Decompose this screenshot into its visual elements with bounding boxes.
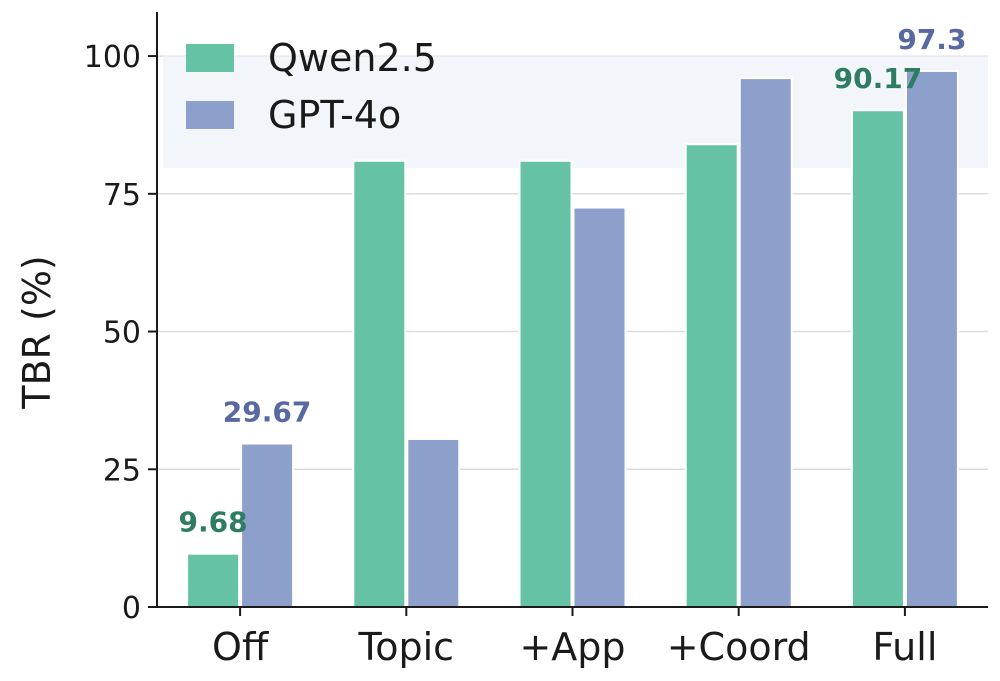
- legend-label-0: Qwen2.5: [268, 36, 437, 80]
- y-axis-title: TBR (%): [15, 255, 59, 410]
- bar-gpt-4o-topic: [406, 437, 461, 608]
- y-tick-label-1: 25: [103, 453, 141, 488]
- bar-qwen2-5--coord: [684, 143, 739, 608]
- legend-frame: [163, 55, 988, 168]
- bar-gpt-4o--app: [572, 206, 627, 608]
- bar-qwen2-5-full: [850, 109, 905, 608]
- y-tick-label-0: 0: [122, 591, 141, 626]
- x-tick-label-2: +App: [519, 625, 625, 669]
- data-label-0: 9.68: [179, 506, 248, 539]
- x-tick-label-3: +Coord: [667, 625, 811, 669]
- bar-qwen2-5--app: [518, 159, 573, 608]
- y-tick-label-4: 100: [84, 40, 141, 75]
- y-tick-label-2: 50: [103, 316, 141, 351]
- bar-gpt-4o-off: [240, 442, 295, 608]
- bar-gpt-4o--coord: [738, 77, 793, 609]
- x-tick-labels: Off Topic +App +Coord Full: [212, 607, 937, 669]
- legend-label-1: GPT-4o: [268, 93, 401, 137]
- legend: Qwen2.5 GPT-4o: [186, 36, 437, 137]
- bar-qwen2-5-topic: [352, 159, 407, 608]
- x-tick-label-1: Topic: [358, 625, 455, 669]
- data-label-3: 97.3: [897, 23, 966, 56]
- legend-swatch-1: [186, 101, 234, 129]
- bar-qwen2-5-off: [186, 552, 241, 608]
- y-tick-label-3: 75: [103, 178, 141, 213]
- x-tick-label-4: Full: [872, 625, 937, 669]
- data-labels: 9.68 29.67 90.17 97.3: [179, 23, 967, 539]
- bar-gpt-4o-full: [904, 69, 959, 608]
- data-label-1: 29.67: [223, 396, 312, 429]
- y-tick-labels: 0 25 50 75 100: [84, 40, 157, 626]
- x-tick-label-0: Off: [212, 625, 269, 669]
- legend-background-layer: [163, 55, 988, 168]
- legend-swatch-0: [186, 44, 234, 72]
- data-label-2: 90.17: [834, 62, 923, 95]
